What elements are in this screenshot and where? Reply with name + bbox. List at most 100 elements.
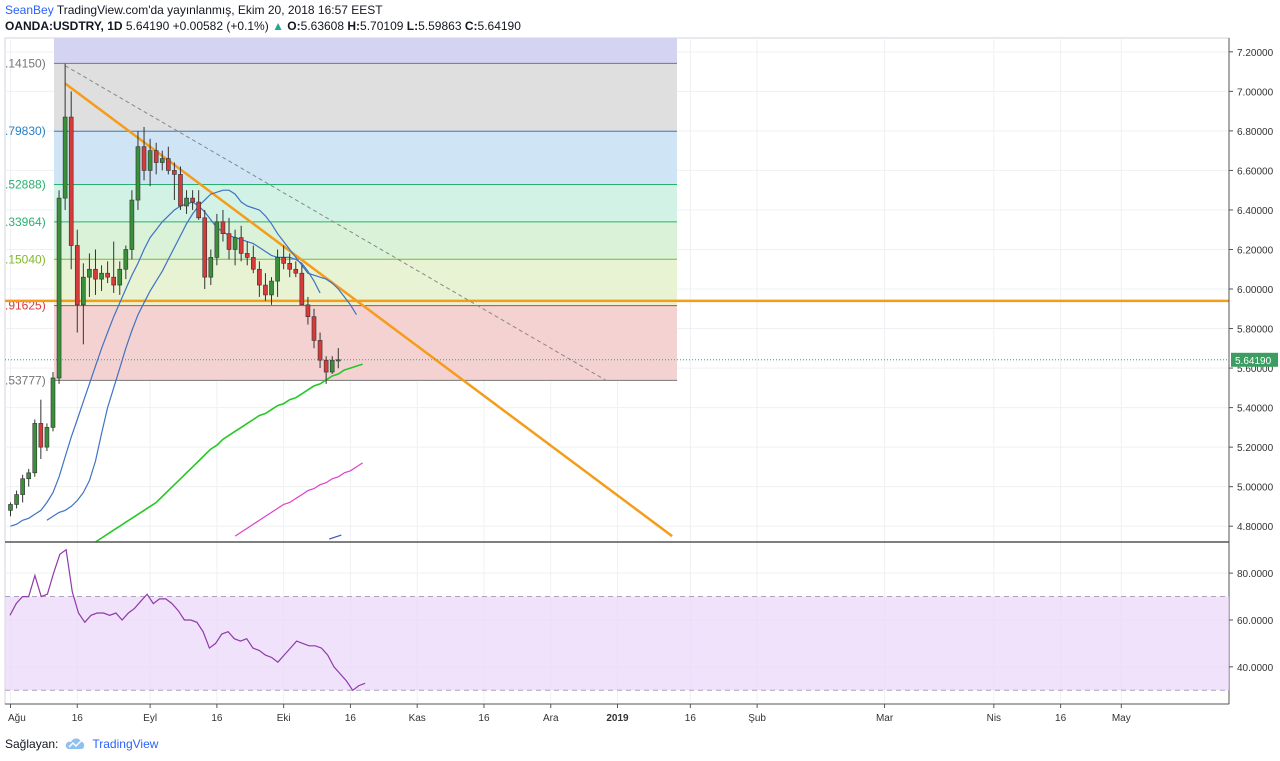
candle-down [111, 276, 116, 286]
rsi-tick-label: 40.0000 [1237, 663, 1274, 674]
time-tick-label: 2019 [606, 713, 629, 724]
candle-up [87, 268, 92, 278]
dashed-trendline [64, 65, 606, 381]
rsi-tick-label: 80.0000 [1237, 569, 1274, 580]
footer: Sağlayan: TradingView [5, 737, 158, 751]
candle-down [38, 423, 44, 448]
price-tick-label: 6.60000 [1237, 166, 1274, 177]
price-tick-label: 7.00000 [1237, 87, 1274, 98]
candle-up [159, 158, 165, 163]
price-tick-label: 6.40000 [1237, 206, 1274, 217]
fib-level-label: .14150) [5, 56, 46, 70]
fib-band [54, 131, 677, 185]
time-tick-label: Ağu [8, 713, 26, 724]
low-label: L: [406, 19, 419, 33]
symbol: OANDA:USDTRY, 1D [5, 19, 123, 33]
candle-up [56, 197, 62, 379]
candle-up [135, 146, 141, 201]
time-tick-label: 16 [345, 713, 357, 724]
candle-up [20, 478, 25, 495]
price-tick-label: 5.80000 [1237, 325, 1274, 336]
candle-down [311, 316, 317, 341]
candle-up [99, 272, 104, 280]
time-tick-label: Şub [748, 713, 766, 724]
candle-up [214, 221, 220, 258]
provider-brand[interactable]: TradingView [92, 737, 159, 751]
tradingview-cloud-icon [66, 738, 85, 749]
candle-down [293, 268, 299, 274]
last-price-badge [1231, 352, 1278, 367]
candle-down [105, 272, 110, 278]
moving-averages [10, 189, 363, 542]
ma-fast-offset-line [46, 189, 358, 521]
candle-down [305, 304, 311, 317]
price-axis: 7.20000 7.00000 6.80000 6.60000 6.40000 6.200… [1228, 38, 1278, 704]
fib-retracement: .14150).79830).52888).33964).15040).9162… [5, 38, 677, 387]
candle-down [220, 221, 226, 234]
time-tick-label: May [1112, 713, 1131, 724]
candle-down [153, 150, 159, 163]
ohlc-legend: OANDA:USDTRY, 1D 5.64190 +0.00582 (+0.1%… [5, 19, 521, 34]
candle-down [263, 284, 268, 296]
fib-level-label: .15040) [5, 252, 46, 266]
price-tick-label: 6.20000 [1237, 245, 1274, 256]
ma-mid-line [94, 363, 363, 542]
candle-down [190, 197, 195, 203]
time-tick-label: 16 [211, 713, 223, 724]
fib-band [54, 259, 677, 306]
rsi-line [9, 548, 366, 692]
price-tick-label: 6.80000 [1237, 127, 1274, 138]
high-value: 5.70109 [360, 19, 404, 33]
price-tick-label: 4.80000 [1237, 522, 1274, 533]
fib-level-label: .53777) [5, 373, 46, 387]
high-label: H: [347, 19, 361, 33]
candle-up [184, 197, 189, 207]
candle-up [26, 472, 32, 480]
fib-band [54, 63, 677, 132]
open-label: O: [287, 19, 301, 33]
candle-up [329, 359, 335, 373]
time-tick-label: 16 [478, 713, 490, 724]
price-tick-label: 5.60000 [1237, 364, 1274, 375]
candle-down [172, 170, 177, 175]
candle-down [287, 263, 293, 270]
candle-up [269, 280, 274, 296]
candles [8, 63, 341, 517]
change-value: +0.00582 (+0.1%) [172, 19, 269, 33]
candle-down [244, 253, 250, 258]
time-tick-label: 16 [72, 713, 84, 724]
close-value: 5.64190 [477, 19, 521, 33]
time-tick-label: Nis [987, 713, 1001, 724]
candle-down [202, 217, 208, 278]
fib-band [54, 221, 677, 260]
last-price: 5.64190 [125, 19, 170, 33]
time-tick-label: 16 [685, 713, 697, 724]
candle-down [317, 340, 323, 361]
rsi-band [5, 596, 1229, 691]
time-tick-label: Eyl [143, 713, 157, 724]
candle-down [299, 272, 305, 306]
candle-down [178, 174, 183, 207]
candle-up [117, 268, 123, 286]
candle-down [323, 359, 329, 373]
candle-up [50, 377, 56, 428]
candle-down [93, 268, 98, 280]
chart-header: SeanBey TradingView.com'da yayınlanmış, … [5, 3, 383, 18]
time-tick-label: 16 [1055, 713, 1067, 724]
last-price-badge-label: 5.64190 [1235, 356, 1272, 367]
candle-down [141, 146, 147, 171]
price-tick-label: 5.40000 [1237, 404, 1274, 415]
candle-up [62, 116, 68, 199]
rsi-tick-label: 60.0000 [1237, 616, 1274, 627]
author-name[interactable]: SeanBey [5, 3, 54, 17]
candle-up [8, 504, 13, 511]
candle-up [44, 427, 50, 448]
time-tick-label: Mar [876, 713, 894, 724]
price-tick-label: 7.20000 [1237, 48, 1274, 59]
low-value: 5.59863 [418, 19, 462, 33]
candle-down [257, 268, 262, 286]
candle-up [335, 359, 341, 362]
candle-up [275, 257, 280, 282]
candle-down [226, 233, 232, 250]
